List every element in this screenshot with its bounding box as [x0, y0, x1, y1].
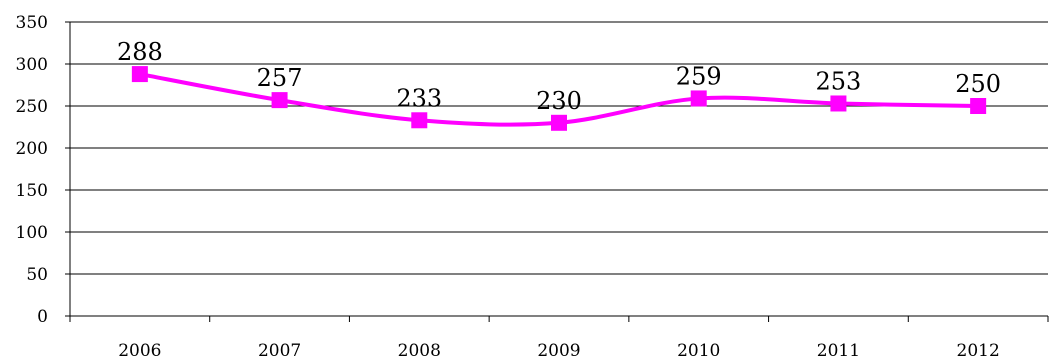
y-tick-label-0: 0 [37, 307, 48, 327]
y-tick-label-250: 250 [16, 97, 48, 117]
data-point-2006 [131, 66, 148, 83]
data-point-2007 [271, 92, 288, 109]
y-axis: 0 50 100 150 200 250 300 350 [16, 13, 71, 327]
x-tick-label-2008: 2008 [398, 341, 441, 360]
gridlines [70, 21, 1048, 275]
data-label-2008: 233 [396, 84, 442, 112]
x-tick-label-2010: 2010 [677, 341, 720, 360]
x-tick-label-2007: 2007 [258, 341, 301, 360]
y-tick-label-150: 150 [16, 181, 48, 201]
data-point-2012 [970, 98, 987, 114]
data-labels: 288 257 233 230 259 253 250 [117, 38, 1001, 115]
data-point-2011 [830, 95, 847, 112]
y-tick-label-300: 300 [16, 55, 48, 75]
data-label-2011: 253 [816, 67, 862, 95]
data-label-2009: 230 [536, 87, 582, 115]
x-axis: 2006 2007 2008 2009 2010 2011 2012 [69, 315, 1049, 360]
data-point-2008 [411, 112, 428, 129]
x-tick-label-2009: 2009 [537, 341, 580, 360]
data-point-2009 [551, 114, 567, 131]
data-label-2006: 288 [117, 38, 163, 66]
y-tick-label-50: 50 [26, 265, 48, 285]
y-tick-label-100: 100 [16, 223, 48, 243]
x-tick-label-2011: 2011 [817, 341, 860, 360]
y-tick-label-200: 200 [16, 139, 48, 159]
data-point-2010 [690, 90, 707, 107]
x-tick-label-2006: 2006 [118, 341, 161, 360]
x-tick-label-2012: 2012 [957, 341, 1000, 360]
data-label-2007: 257 [257, 64, 303, 92]
data-label-2010: 259 [676, 62, 722, 90]
series-group [131, 66, 987, 131]
data-label-2012: 250 [955, 70, 1001, 98]
y-tick-label-350: 350 [16, 13, 48, 33]
